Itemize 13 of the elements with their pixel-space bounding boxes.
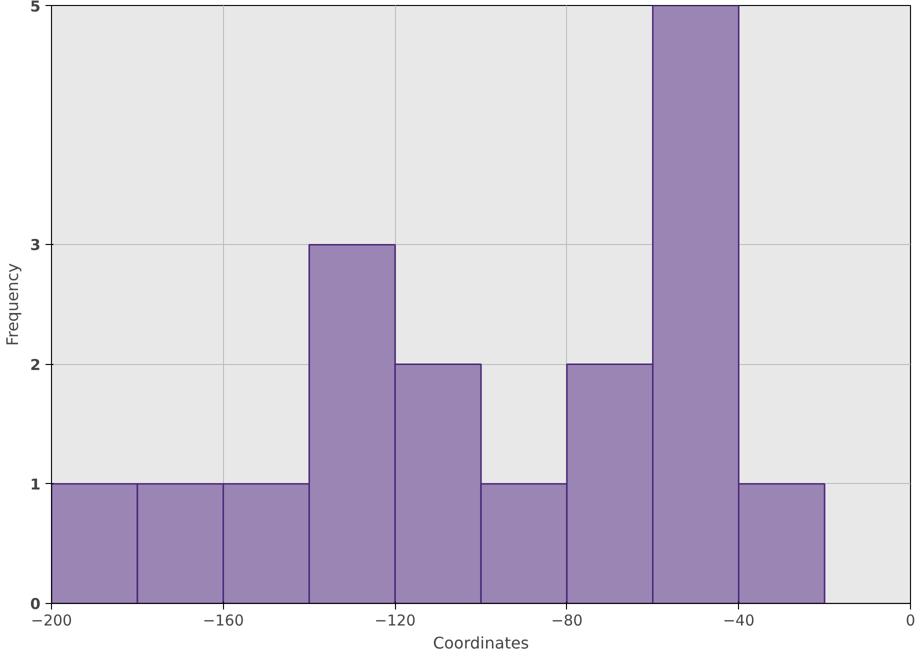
y-axis-title: Frequency	[3, 263, 22, 346]
x-tick-label: −200	[30, 612, 72, 630]
x-tick-label: −40	[722, 612, 755, 630]
y-tick-label: 2	[30, 356, 40, 374]
y-tick-label: 1	[30, 475, 40, 494]
y-tick-label: 3	[30, 236, 40, 254]
x-tick-label: −160	[202, 612, 244, 630]
x-axis-title: Coordinates	[432, 634, 530, 652]
x-tick-label: 0	[906, 612, 916, 630]
y-tick-label: 5	[30, 0, 40, 16]
x-tick-label: −120	[374, 612, 416, 630]
x-tick-label: −80	[551, 612, 583, 630]
y-tick-label: 0	[30, 595, 40, 613]
